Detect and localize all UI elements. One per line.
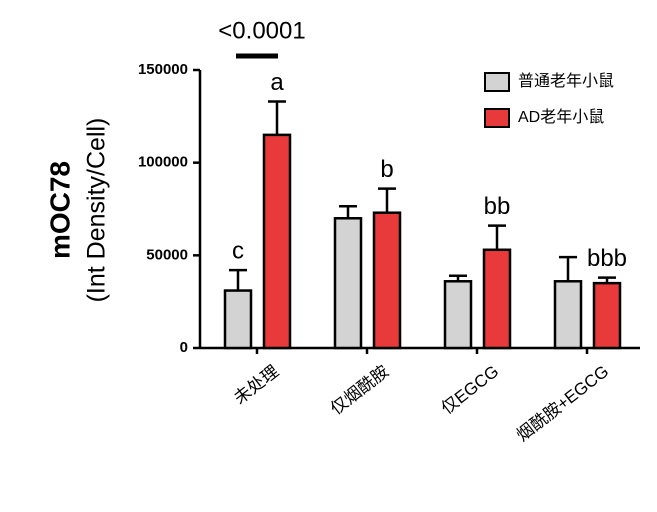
x-tick-label: 仅烟酰胺 <box>327 362 392 419</box>
bar <box>553 280 583 350</box>
y-tick-label: 100000 <box>138 154 188 171</box>
y-tick-label: 150000 <box>138 61 188 78</box>
y-tick-label: 0 <box>180 339 188 356</box>
y-axis-title: mOC78 <box>44 161 75 259</box>
bar <box>482 248 512 350</box>
significance-letter: a <box>270 69 284 96</box>
bar <box>592 281 622 350</box>
significance-letter: bbb <box>587 245 627 272</box>
legend-label: 普通老年小鼠 <box>518 72 614 90</box>
significance-label: <0.0001 <box>218 17 305 44</box>
legend-swatch <box>484 108 510 128</box>
bar <box>262 133 292 350</box>
x-tick-label: 未处理 <box>230 362 282 408</box>
significance-letter: b <box>380 156 393 183</box>
significance-letter: bb <box>484 193 511 220</box>
x-tick-label: 烟酰胺+EGCG <box>513 362 612 445</box>
legend-swatch <box>484 72 510 92</box>
y-axis-subtitle: (Int Density/Cell) <box>83 118 111 303</box>
bar <box>333 217 363 350</box>
x-tick-label: 仅EGCG <box>438 362 503 418</box>
y-tick-label: 50000 <box>146 246 188 263</box>
bar <box>443 280 473 350</box>
significance-letter: c <box>232 238 244 265</box>
legend-label: AD老年小鼠 <box>518 108 604 126</box>
bar <box>223 289 253 350</box>
bar <box>372 211 402 350</box>
